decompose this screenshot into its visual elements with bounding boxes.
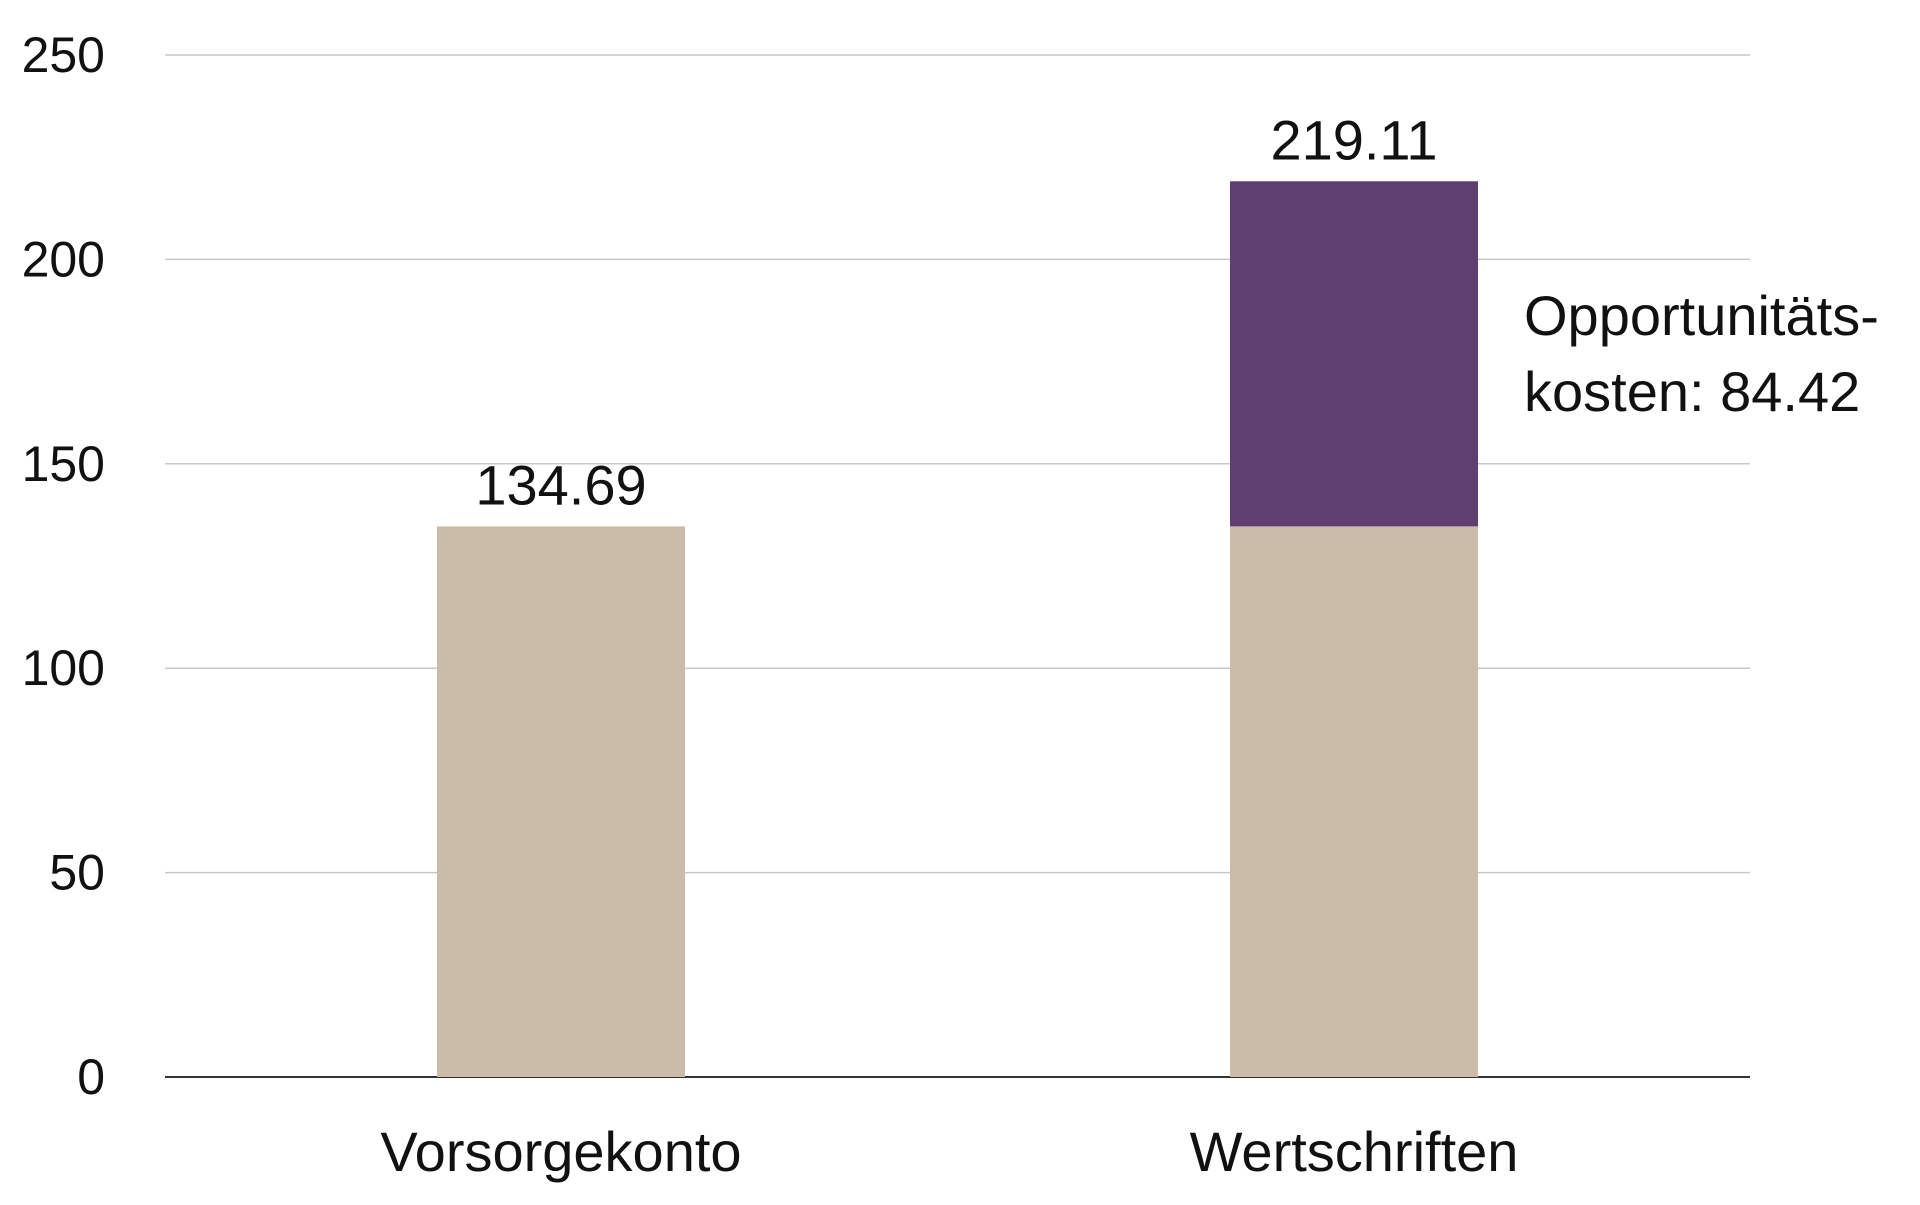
gridlines (165, 54, 1750, 1078)
bar-segment-wertschriften-0 (1230, 526, 1478, 1077)
bars (437, 181, 1478, 1077)
annotation-line: kosten: 84.42 (1524, 360, 1860, 423)
bar-segment-vorsorgekonto-0 (437, 526, 685, 1077)
y-tick-label: 200 (22, 231, 105, 287)
annotation-line: Opportunitäts- (1524, 284, 1879, 347)
bar-total-label: 219.11 (1270, 108, 1437, 171)
y-tick-label: 150 (22, 436, 105, 492)
y-tick-label: 250 (22, 27, 105, 83)
x-category-label: Wertschriften (1190, 1120, 1519, 1183)
y-tick-label: 50 (49, 845, 105, 901)
y-tick-label: 0 (77, 1049, 105, 1105)
y-tick-label: 100 (22, 640, 105, 696)
x-category-label: Vorsorgekonto (380, 1120, 741, 1183)
bar-total-label: 134.69 (475, 453, 646, 516)
labels: 0 50 100 150 200 250 Vorsorgekonto 134.69 Wertsc… (22, 27, 1879, 1183)
bar-segment-wertschriften-1 (1230, 181, 1478, 527)
